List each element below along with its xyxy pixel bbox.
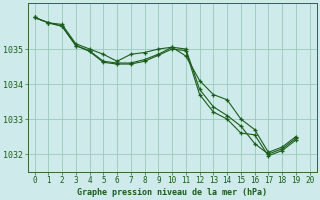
X-axis label: Graphe pression niveau de la mer (hPa): Graphe pression niveau de la mer (hPa): [77, 188, 267, 197]
